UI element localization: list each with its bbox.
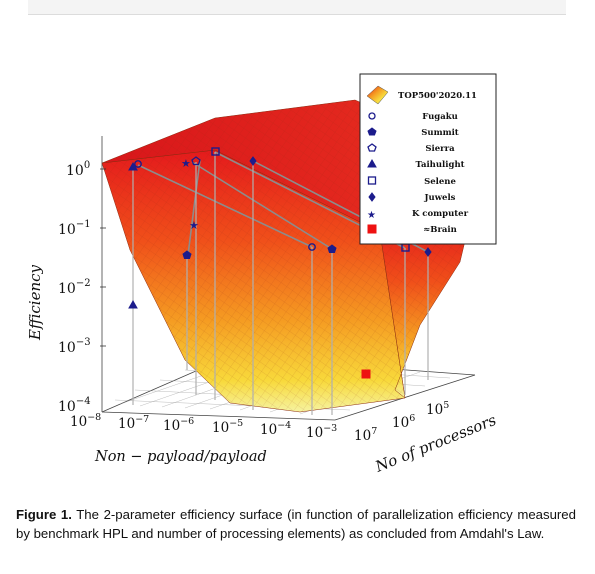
marker-juwels-2 [424, 247, 432, 257]
legend: TOP500'2020.11 ★ Fugaku Summit Sierra Ta… [359, 73, 497, 245]
svg-text:10−8: 10−8 [70, 412, 101, 430]
svg-text:10−3: 10−3 [306, 423, 337, 441]
page-header-band [28, 0, 566, 15]
marker-taihulight-2 [128, 299, 138, 309]
figure-caption: Figure 1. The 2-parameter efficiency sur… [16, 505, 576, 543]
svg-text:10−3: 10−3 [58, 337, 91, 356]
marker-fugaku-1 [134, 160, 142, 168]
y-axis-label: No of processors [372, 411, 499, 476]
legend-entry-4: Selene [424, 177, 456, 187]
svg-text:106: 106 [392, 413, 415, 431]
legend-entry-3: Taihulight [415, 160, 464, 170]
legend-surface-swatch [366, 85, 389, 105]
z-axis-ticks: 100 10−1 10−2 10−3 10−4 [58, 160, 91, 415]
marker-k-computer-2: ★ [189, 220, 199, 232]
svg-text:10−4: 10−4 [260, 420, 291, 438]
svg-text:10−6: 10−6 [163, 416, 194, 434]
caption-label: Figure 1. [16, 507, 72, 522]
marker-selene-1 [211, 147, 220, 156]
svg-text:10−4: 10−4 [58, 396, 91, 415]
marker-fugaku-2 [308, 243, 316, 251]
svg-text:100: 100 [66, 160, 90, 179]
x-axis-label: Non − payload/payload [94, 449, 267, 465]
legend-entry-5: Juwels [424, 193, 456, 203]
svg-text:10−1: 10−1 [58, 219, 91, 238]
efficiency-surface-figure: ★ ★ 100 10−1 10−2 10−3 10−4 Efficiency 1… [26, 73, 499, 476]
marker-juwels-1 [249, 156, 257, 166]
marker-k-computer-1: ★ [181, 158, 191, 170]
legend-surface-label: TOP500'2020.11 [398, 91, 477, 101]
svg-text:105: 105 [426, 400, 449, 418]
z-axis-tick-marks [100, 168, 106, 347]
svg-text:10−2: 10−2 [58, 278, 91, 297]
svg-text:10−5: 10−5 [212, 418, 243, 436]
marker-taihulight-1 [128, 161, 138, 171]
legend-entry-1: Summit [421, 128, 459, 138]
marker-sierra-1 [191, 156, 201, 166]
marker-summit-2 [327, 244, 337, 253]
legend-entry-6: K computer [412, 209, 469, 219]
legend-entry-0: Fugaku [422, 112, 458, 122]
svg-text:107: 107 [354, 426, 377, 444]
svg-text:★: ★ [367, 210, 376, 221]
drop-lines [132, 152, 429, 415]
legend-entry-7: ≈Brain [423, 225, 457, 235]
z-axis-label: Efficiency [26, 264, 44, 341]
legend-entry-2: Sierra [425, 144, 455, 154]
caption-text: The 2-parameter efficiency surface (in f… [16, 507, 576, 541]
x-axis-ticks: 10−8 10−7 10−6 10−5 10−4 10−3 [70, 412, 337, 441]
marker-summit-1 [182, 250, 192, 259]
marker-brain [361, 369, 371, 379]
svg-text:10−7: 10−7 [118, 414, 149, 432]
